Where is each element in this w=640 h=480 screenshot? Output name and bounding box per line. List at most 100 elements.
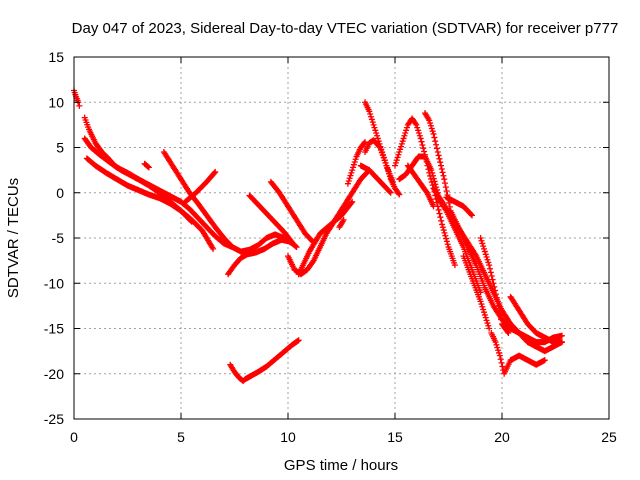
data-point bbox=[492, 287, 499, 294]
data-point bbox=[484, 256, 491, 263]
data-point bbox=[212, 168, 219, 175]
data-point bbox=[492, 339, 499, 346]
data-point bbox=[441, 176, 448, 183]
data-point bbox=[398, 140, 405, 147]
series-arc-12 bbox=[285, 167, 373, 278]
data-point bbox=[443, 188, 450, 195]
data-point bbox=[430, 175, 437, 182]
y-axis-label: SDTVAR / TECUs bbox=[5, 178, 22, 298]
data-point bbox=[481, 309, 488, 316]
series-arc-17 bbox=[362, 137, 396, 185]
data-point bbox=[418, 138, 425, 145]
data-point bbox=[442, 232, 449, 239]
data-point bbox=[493, 341, 500, 348]
data-point bbox=[345, 177, 352, 184]
data-point bbox=[428, 167, 435, 174]
series-arc-28 bbox=[488, 330, 548, 377]
data-point bbox=[402, 130, 409, 137]
data-point bbox=[495, 347, 502, 354]
data-point bbox=[367, 111, 374, 118]
data-point bbox=[480, 306, 487, 313]
data-point bbox=[392, 159, 399, 166]
series-arc-5 bbox=[141, 160, 152, 171]
x-axis-label: GPS time / hours bbox=[284, 457, 398, 474]
data-point bbox=[437, 214, 444, 221]
x-axis-ticks: 0 5 10 15 20 25 bbox=[70, 57, 617, 445]
data-point bbox=[211, 169, 218, 176]
data-point bbox=[397, 143, 404, 150]
data-point bbox=[295, 337, 302, 344]
data-point bbox=[435, 206, 442, 213]
data-point bbox=[415, 127, 422, 134]
data-point bbox=[451, 262, 458, 269]
y-tick-label: -10 bbox=[44, 275, 64, 291]
data-point bbox=[427, 120, 434, 127]
data-point bbox=[415, 130, 422, 137]
data-point bbox=[371, 124, 378, 131]
data-point bbox=[430, 203, 437, 210]
data-point bbox=[482, 314, 489, 321]
data-point bbox=[292, 243, 299, 250]
data-point bbox=[145, 164, 152, 171]
data-point bbox=[496, 349, 503, 356]
data-point bbox=[436, 155, 443, 162]
data-point bbox=[479, 240, 486, 247]
data-point bbox=[444, 241, 451, 248]
data-point bbox=[498, 316, 505, 323]
data-point bbox=[416, 132, 423, 139]
series-arc-29 bbox=[507, 293, 565, 346]
data-point bbox=[403, 127, 410, 134]
data-point bbox=[392, 162, 398, 169]
series-arc-21 bbox=[404, 162, 437, 210]
data-point bbox=[374, 132, 381, 139]
data-point bbox=[483, 317, 490, 324]
data-point bbox=[437, 159, 444, 166]
data-point bbox=[490, 280, 497, 287]
data-point bbox=[373, 130, 380, 137]
data-point bbox=[349, 167, 356, 174]
data-point bbox=[427, 122, 434, 129]
data-point bbox=[435, 152, 442, 159]
data-point bbox=[376, 143, 383, 150]
data-point bbox=[478, 237, 485, 244]
data-point bbox=[348, 169, 355, 176]
data-point bbox=[494, 344, 501, 351]
data-point bbox=[477, 298, 484, 305]
data-point bbox=[395, 151, 402, 158]
data-point bbox=[346, 175, 353, 182]
series-arc-15 bbox=[344, 139, 369, 187]
data-point bbox=[428, 125, 435, 132]
data-point bbox=[362, 139, 369, 146]
chart-title: Day 047 of 2023, Sidereal Day-to-day VTE… bbox=[72, 20, 619, 37]
series-arc-10 bbox=[246, 192, 296, 246]
series-arc-26 bbox=[460, 253, 493, 332]
data-point bbox=[488, 273, 495, 280]
data-point bbox=[399, 138, 406, 145]
data-point bbox=[433, 145, 440, 152]
data-point bbox=[480, 243, 487, 250]
data-point bbox=[347, 172, 354, 179]
data-point bbox=[417, 135, 424, 142]
data-point bbox=[498, 359, 505, 366]
data-point bbox=[352, 156, 359, 163]
data-point bbox=[403, 124, 410, 131]
grid-lines bbox=[74, 57, 609, 419]
data-point bbox=[432, 138, 439, 145]
data-point bbox=[433, 141, 440, 148]
data-point bbox=[430, 130, 437, 137]
data-point bbox=[504, 328, 511, 335]
data-point bbox=[350, 161, 357, 168]
data-point bbox=[293, 244, 300, 251]
data-point bbox=[145, 163, 152, 170]
data-point bbox=[438, 165, 445, 172]
series-arc-14 bbox=[336, 216, 347, 231]
data-point bbox=[387, 189, 394, 196]
data-point bbox=[487, 269, 494, 276]
data-point bbox=[340, 216, 347, 223]
data-point bbox=[397, 146, 404, 153]
data-point bbox=[478, 301, 485, 308]
data-point bbox=[496, 307, 503, 314]
data-point bbox=[386, 188, 393, 195]
